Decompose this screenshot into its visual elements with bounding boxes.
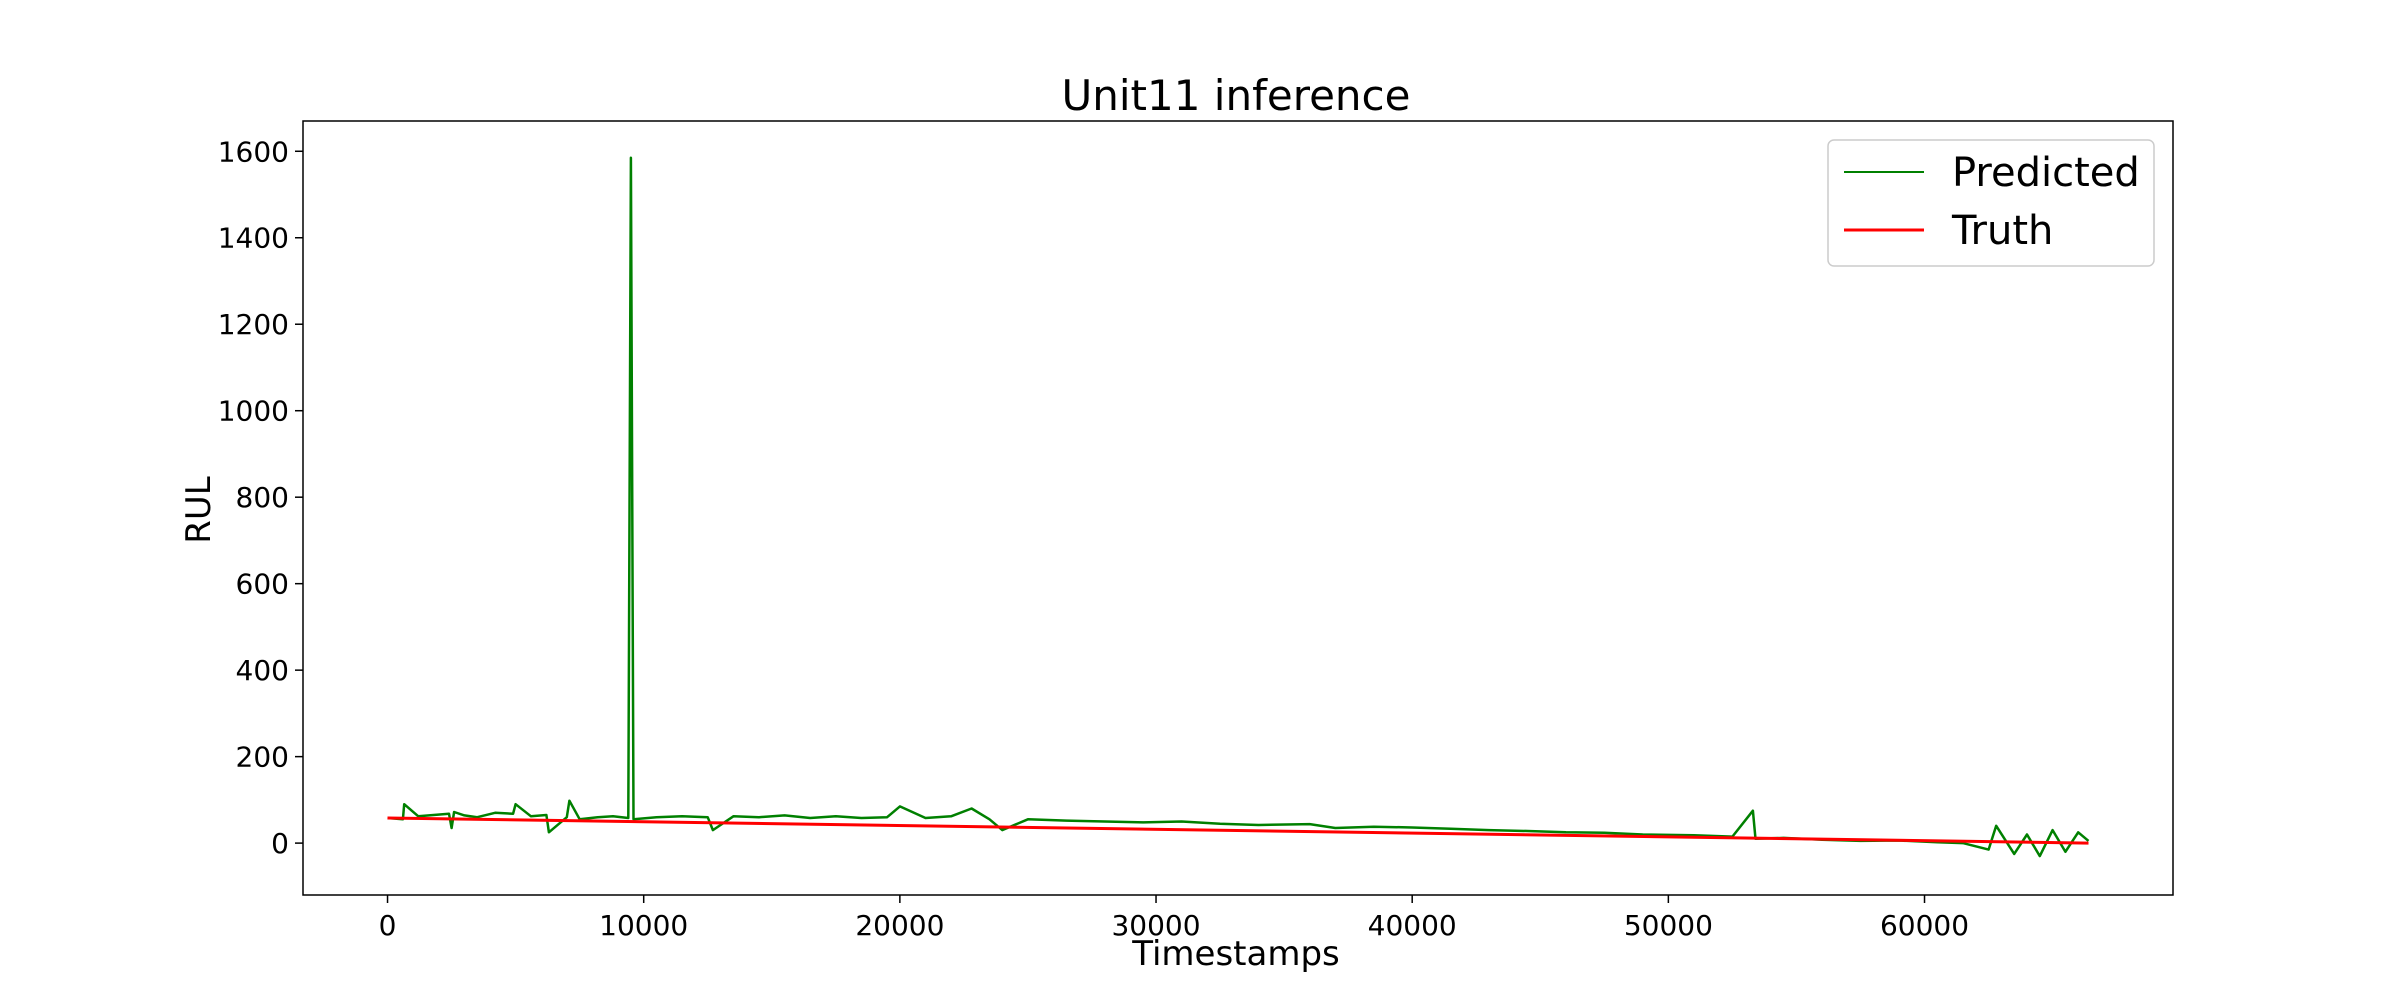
series-layer (387, 156, 2090, 858)
y-tick-label: 800 (236, 481, 289, 514)
x-tick-label: 30000 (1111, 909, 1200, 942)
legend-label-predicted: Predicted (1952, 150, 2140, 196)
x-tick-label: 0 (379, 909, 397, 942)
series-line-truth (387, 816, 2089, 845)
y-tick-label: 0 (271, 827, 289, 860)
y-tick-label: 1600 (218, 135, 289, 168)
chart-title: Unit11 inference (1062, 71, 1411, 120)
y-axis-ticks: 0 200 400 600 800 1000 1200 1400 1600 (218, 135, 303, 860)
x-axis-ticks: 0 10000 20000 30000 40000 50000 60000 (379, 895, 1969, 942)
legend-label-truth: Truth (1951, 208, 2053, 254)
y-axis-label: RUL (179, 476, 219, 544)
y-tick-label: 1000 (218, 395, 289, 428)
y-tick-label: 600 (236, 568, 289, 601)
plot-area: 0 10000 20000 30000 40000 50000 60000 0 200 400 6… (218, 120, 2174, 942)
x-tick-label: 50000 (1624, 909, 1713, 942)
x-axis-label: Timestamps (1131, 934, 1340, 974)
x-tick-label: 10000 (599, 909, 688, 942)
x-tick-label: 20000 (855, 909, 944, 942)
x-tick-label: 60000 (1880, 909, 1969, 942)
x-tick-label: 40000 (1368, 909, 1457, 942)
plot-frame (302, 120, 2174, 896)
y-tick-label: 1400 (218, 222, 289, 255)
legend: Predicted Truth (1827, 139, 2155, 267)
y-tick-label: 400 (236, 654, 289, 687)
y-tick-label: 1200 (218, 308, 289, 341)
y-tick-label: 200 (236, 741, 289, 774)
